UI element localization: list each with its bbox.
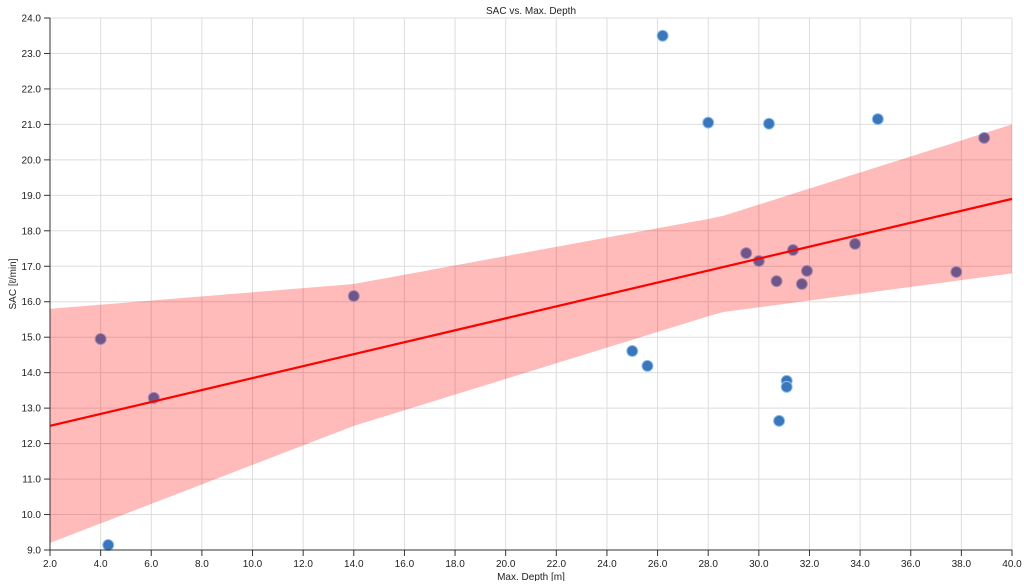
data-point xyxy=(871,113,884,126)
x-tick-label: 30.0 xyxy=(749,559,769,570)
data-point xyxy=(773,414,786,427)
data-point xyxy=(702,116,715,129)
data-point xyxy=(641,359,654,372)
x-tick-label: 4.0 xyxy=(94,559,108,570)
x-tick-label: 38.0 xyxy=(952,559,972,570)
confidence-band xyxy=(50,124,1012,543)
data-point xyxy=(780,380,793,393)
x-axis-label: Max. Depth [m] xyxy=(497,572,565,581)
x-tick-label: 36.0 xyxy=(901,559,921,570)
x-tick-label: 26.0 xyxy=(648,559,668,570)
y-tick-label: 23.0 xyxy=(22,49,42,60)
x-tick-label: 28.0 xyxy=(698,559,718,570)
axes: 2.0 4.0 6.0 8.0 10.0 12.0 14.0 16.0 18.0 20.0 22.0… xyxy=(22,14,1023,571)
data-point xyxy=(94,332,107,345)
y-axis-label: SAC [ℓ/min] xyxy=(8,258,19,309)
x-tick-label: 16.0 xyxy=(395,559,415,570)
data-point xyxy=(978,131,991,144)
regression-line xyxy=(49,197,1013,427)
y-tick-label: 9.0 xyxy=(27,546,41,557)
y-tick-label: 18.0 xyxy=(22,226,42,237)
y-tick-label: 22.0 xyxy=(22,84,42,95)
x-tick-label: 6.0 xyxy=(144,559,158,570)
y-tick-label: 19.0 xyxy=(22,191,42,202)
regression-line-group xyxy=(49,197,1013,427)
y-tick-label: 24.0 xyxy=(22,14,42,25)
x-tick-label: 10.0 xyxy=(243,559,263,570)
data-point xyxy=(950,265,963,278)
y-tick-label: 15.0 xyxy=(22,333,42,344)
x-tick-label: 24.0 xyxy=(597,559,617,570)
points xyxy=(94,29,991,552)
x-tick-label: 18.0 xyxy=(445,559,465,570)
y-tick-label: 14.0 xyxy=(22,368,42,379)
x-tick-label: 20.0 xyxy=(496,559,516,570)
x-tick-label: 32.0 xyxy=(800,559,820,570)
x-tick-label: 22.0 xyxy=(547,559,567,570)
confidence-band-area xyxy=(50,124,1012,543)
x-tick-label: 40.0 xyxy=(1002,559,1022,570)
x-tick-label: 12.0 xyxy=(293,559,313,570)
x-tick-label: 8.0 xyxy=(195,559,209,570)
x-tick-label: 14.0 xyxy=(344,559,364,570)
y-tick-label: 11.0 xyxy=(22,475,41,486)
x-tick-label: 2.0 xyxy=(43,559,57,570)
y-tick-label: 16.0 xyxy=(22,297,42,308)
y-tick-label: 20.0 xyxy=(22,155,42,166)
y-tick-label: 13.0 xyxy=(22,404,42,415)
x-tick-label: 34.0 xyxy=(850,559,870,570)
chart-title: SAC vs. Max. Depth xyxy=(486,6,576,17)
data-point xyxy=(800,264,813,277)
grid xyxy=(49,17,1013,551)
y-tick-label: 17.0 xyxy=(22,262,42,273)
y-tick-label: 10.0 xyxy=(22,510,42,521)
y-tick-label: 12.0 xyxy=(22,439,42,450)
data-point xyxy=(656,29,669,42)
data-point xyxy=(102,539,115,552)
data-point xyxy=(770,275,783,288)
y-tick-label: 21.0 xyxy=(22,120,42,131)
data-point xyxy=(347,290,360,303)
data-point xyxy=(795,278,808,290)
data-point xyxy=(626,345,639,358)
data-point xyxy=(762,117,775,130)
data-point xyxy=(740,247,753,260)
data-point xyxy=(849,237,862,250)
